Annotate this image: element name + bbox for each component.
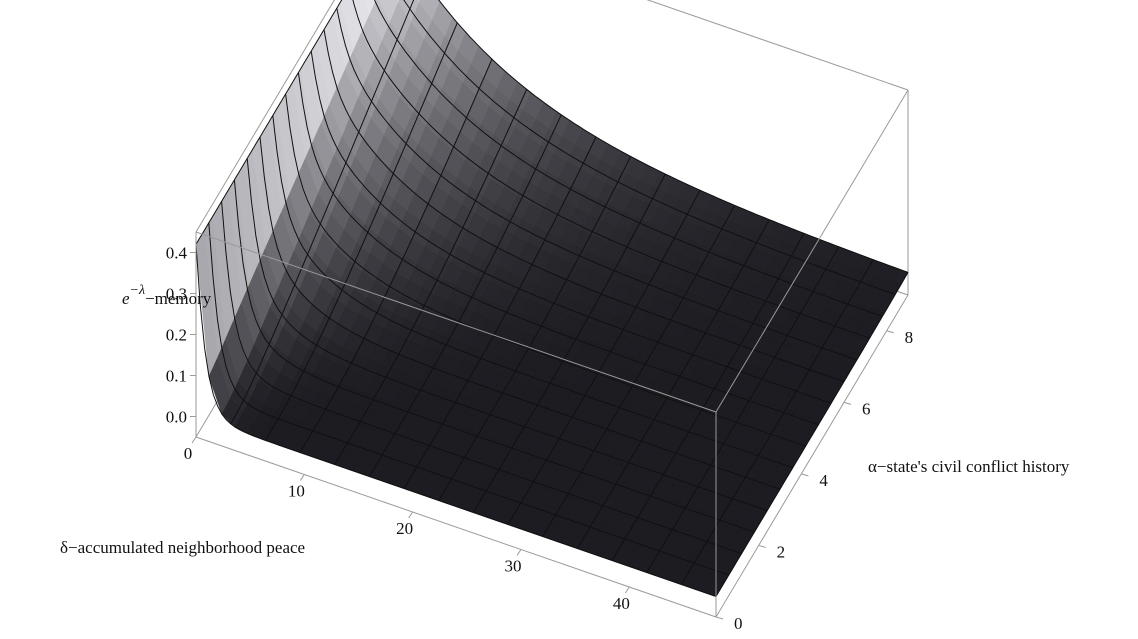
mesh-line-x <box>264 22 458 441</box>
mesh-line-y <box>259 136 781 490</box>
mesh-line-x <box>368 114 562 477</box>
mesh-line-y <box>323 29 845 383</box>
mesh-line-y <box>297 72 819 426</box>
mesh-line-y <box>233 179 755 533</box>
y-tick-mark <box>715 616 724 620</box>
surface-mesh <box>195 0 909 597</box>
mesh-line-x <box>334 89 528 465</box>
mesh-line-x <box>646 246 840 573</box>
y-tick-label: 0 <box>734 614 743 633</box>
mesh-line-x <box>542 205 736 537</box>
mesh-line-x <box>576 219 770 549</box>
mesh-line-x <box>195 0 343 245</box>
mesh-line-y <box>352 0 870 339</box>
z-axis-label-base: e <box>122 289 130 308</box>
y-tick-label: 4 <box>819 471 828 490</box>
z-tick-label: 0.0 <box>166 408 187 427</box>
z-axis-label-rest: −memory <box>145 289 212 308</box>
mesh-line-x <box>230 0 415 425</box>
mesh-line-y <box>336 8 857 361</box>
x-tick-label: 20 <box>396 519 413 538</box>
mesh-line-y <box>195 244 717 597</box>
y-tick-mark <box>801 473 809 477</box>
x-tick-label: 0 <box>184 444 193 463</box>
y-tick-label: 8 <box>905 328 914 347</box>
y-tick-mark <box>886 330 894 334</box>
mesh-line-y <box>285 93 806 447</box>
y-tick-mark <box>758 544 766 548</box>
mesh-line-x <box>611 233 805 561</box>
surface-patch <box>395 0 400 5</box>
x-tick-mark <box>624 586 630 594</box>
box-edge-right-bottom <box>715 294 909 618</box>
z-tick-label: 0.1 <box>166 367 187 386</box>
y-tick-label: 2 <box>777 542 786 561</box>
y-axis-label: α−state's civil conflict history <box>868 457 1070 476</box>
mesh-line-x <box>715 272 909 597</box>
x-tick-label: 40 <box>613 594 630 613</box>
mesh-line-x <box>403 136 597 489</box>
x-axis-label: δ−accumulated neighborhood peace <box>60 538 305 557</box>
x-tick-mark <box>299 474 305 481</box>
mesh-line-y <box>272 115 793 469</box>
y-tick-label: 6 <box>862 399 871 418</box>
z-tick-label: 0.4 <box>166 244 188 263</box>
y-tick-mark <box>843 401 852 405</box>
z-tick-label: 0.2 <box>166 326 187 345</box>
mesh-line-y <box>310 51 832 404</box>
box-edge-back-top <box>646 0 909 91</box>
mesh-line-y <box>208 222 729 576</box>
x-tick-mark <box>408 511 414 519</box>
mesh-line-x <box>299 58 493 453</box>
z-tick-label: 0.3 <box>166 285 187 304</box>
z-axis-label-sup: −λ <box>130 283 146 298</box>
z-axis-label: e−λ−memory <box>122 283 212 308</box>
box-edge-front-top <box>195 231 717 413</box>
mesh-line-x <box>472 173 666 513</box>
mesh-line-y <box>221 201 742 555</box>
x-tick-label: 10 <box>288 482 305 501</box>
mesh-line-y <box>246 158 768 512</box>
x-tick-mark <box>191 436 197 444</box>
mesh-line-y <box>403 0 896 295</box>
bounding-box-front <box>195 89 909 618</box>
mesh-line-y <box>374 0 883 317</box>
box-edge-right-top <box>715 89 909 413</box>
box-edge-left-top <box>195 0 335 233</box>
mesh-line-y <box>438 0 909 273</box>
x-tick-label: 30 <box>505 557 522 576</box>
x-tick-mark <box>516 549 522 556</box>
tick-labels: 0 10 20 30 40 0 2 4 6 8 0.0 0.1 0.2 0.3 0.4 <box>166 244 913 634</box>
mesh-line-x <box>507 189 701 525</box>
mesh-line-x <box>680 259 874 585</box>
mesh-line-x <box>438 156 632 501</box>
